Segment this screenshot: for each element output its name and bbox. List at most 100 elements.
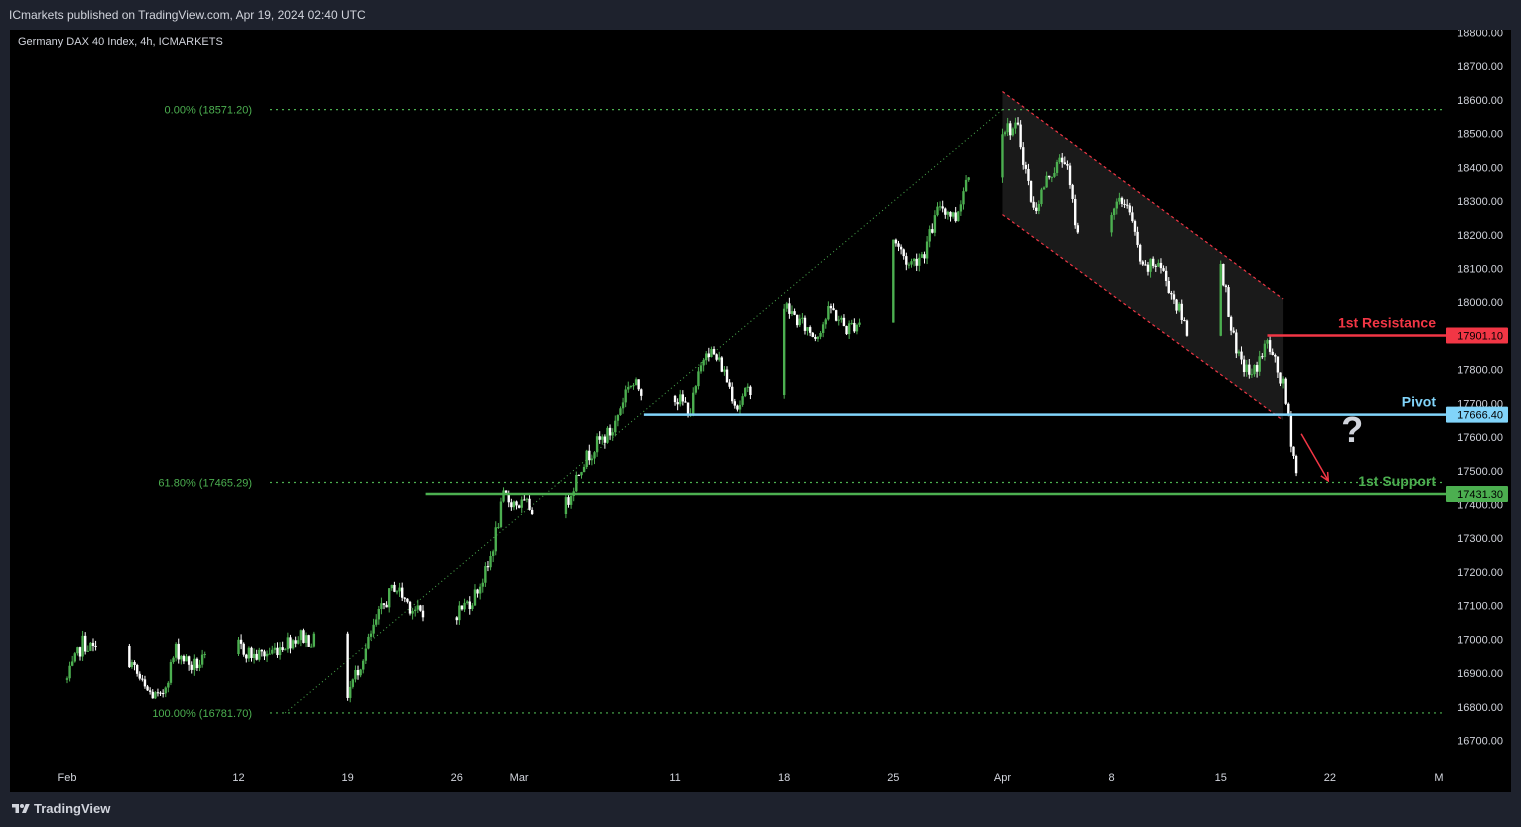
candle-body[interactable] xyxy=(476,589,479,594)
candle-body[interactable] xyxy=(406,598,409,602)
candle-body[interactable] xyxy=(712,349,716,355)
candle-body[interactable] xyxy=(68,665,71,679)
candle-body[interactable] xyxy=(819,332,822,337)
candle-body[interactable] xyxy=(1266,340,1269,344)
candle-body[interactable] xyxy=(782,308,786,396)
candle-body[interactable] xyxy=(359,669,362,676)
candle-body[interactable] xyxy=(707,353,711,358)
candle-body[interactable] xyxy=(567,497,570,505)
candle-body[interactable] xyxy=(517,505,521,508)
candle-body[interactable] xyxy=(468,601,471,610)
candle-body[interactable] xyxy=(1024,164,1028,169)
candle-body[interactable] xyxy=(174,643,178,658)
candle-body[interactable] xyxy=(577,474,581,476)
candle-body[interactable] xyxy=(388,588,391,608)
candle-body[interactable] xyxy=(499,501,503,528)
candle-body[interactable] xyxy=(377,609,381,620)
candle-body[interactable] xyxy=(70,661,74,666)
candle-body[interactable] xyxy=(255,653,258,660)
candle-body[interactable] xyxy=(608,427,612,436)
candle-body[interactable] xyxy=(806,327,809,331)
candle-body[interactable] xyxy=(489,555,492,568)
candle-body[interactable] xyxy=(494,527,497,552)
candle-body[interactable] xyxy=(278,647,282,656)
candle-body[interactable] xyxy=(265,653,269,657)
candle-body[interactable] xyxy=(78,647,82,657)
candle-body[interactable] xyxy=(356,670,360,676)
candle-body[interactable] xyxy=(390,584,394,589)
candle-body[interactable] xyxy=(1164,270,1168,281)
candle-body[interactable] xyxy=(1255,365,1259,372)
candle-body[interactable] xyxy=(853,322,856,332)
candle-body[interactable] xyxy=(803,317,807,331)
candle-body[interactable] xyxy=(247,647,251,659)
candle-body[interactable] xyxy=(297,640,300,644)
candle-body[interactable] xyxy=(398,587,401,592)
candle-body[interactable] xyxy=(798,318,801,326)
candle-body[interactable] xyxy=(595,436,599,453)
candle-body[interactable] xyxy=(528,498,531,510)
candle-body[interactable] xyxy=(1050,176,1054,178)
candle-body[interactable] xyxy=(1183,319,1186,321)
candle-body[interactable] xyxy=(1151,258,1155,266)
candle-body[interactable] xyxy=(1115,201,1118,209)
candle-body[interactable] xyxy=(624,389,627,403)
candle-body[interactable] xyxy=(1029,180,1033,202)
candle-body[interactable] xyxy=(159,692,162,694)
candle-body[interactable] xyxy=(821,324,825,333)
chart-panel[interactable]: Germany DAX 40 Index, 4h, ICMARKETS 0.00%… xyxy=(10,30,1511,792)
candle-body[interactable] xyxy=(1076,225,1080,233)
candle-body[interactable] xyxy=(260,649,264,652)
candle-body[interactable] xyxy=(673,395,677,403)
candle-body[interactable] xyxy=(637,379,640,390)
candle-body[interactable] xyxy=(816,336,820,339)
candle-body[interactable] xyxy=(705,353,708,361)
candle-body[interactable] xyxy=(86,650,89,652)
candle-body[interactable] xyxy=(346,633,349,698)
candle-body[interactable] xyxy=(808,327,812,333)
candle-body[interactable] xyxy=(957,211,960,222)
candle-body[interactable] xyxy=(834,310,838,321)
candle-body[interactable] xyxy=(795,314,799,326)
candle-body[interactable] xyxy=(1040,189,1043,205)
candle-body[interactable] xyxy=(502,490,505,502)
candle-body[interactable] xyxy=(1037,204,1041,212)
candle-body[interactable] xyxy=(1222,263,1225,286)
candle-body[interactable] xyxy=(569,496,573,505)
candle-body[interactable] xyxy=(1019,124,1022,148)
candle-body[interactable] xyxy=(65,678,69,680)
candle-body[interactable] xyxy=(1032,201,1035,208)
candle-body[interactable] xyxy=(167,682,170,688)
candle-body[interactable] xyxy=(899,246,903,250)
candle-body[interactable] xyxy=(351,679,355,687)
candle-body[interactable] xyxy=(364,648,368,661)
candle-body[interactable] xyxy=(372,624,375,634)
candle-body[interactable] xyxy=(1035,207,1038,212)
candle-body[interactable] xyxy=(307,635,310,647)
candle-body[interactable] xyxy=(1003,132,1007,135)
candle-body[interactable] xyxy=(135,665,139,674)
candle-body[interactable] xyxy=(1053,172,1056,177)
candle-body[interactable] xyxy=(603,436,607,443)
candle-body[interactable] xyxy=(1131,212,1134,222)
candle-body[interactable] xyxy=(845,325,848,335)
candle-body[interactable] xyxy=(580,472,583,476)
channel-upper-line[interactable] xyxy=(1002,91,1284,300)
candle-body[interactable] xyxy=(1263,343,1267,358)
candle-body[interactable] xyxy=(824,319,827,325)
candle-body[interactable] xyxy=(1022,147,1025,165)
candle-body[interactable] xyxy=(920,254,924,258)
candle-body[interactable] xyxy=(951,212,955,217)
candle-body[interactable] xyxy=(1149,258,1152,272)
candle-body[interactable] xyxy=(473,589,477,606)
candle-body[interactable] xyxy=(91,642,95,646)
candle-body[interactable] xyxy=(200,654,204,665)
candle-body[interactable] xyxy=(614,420,617,433)
candle-body[interactable] xyxy=(294,640,297,644)
tradingview-logo[interactable]: TradingView xyxy=(12,801,110,816)
candle-body[interactable] xyxy=(1289,415,1293,447)
candle-body[interactable] xyxy=(679,394,682,405)
candle-body[interactable] xyxy=(585,450,588,467)
candle-body[interactable] xyxy=(250,647,253,659)
candle-body[interactable] xyxy=(154,692,157,699)
